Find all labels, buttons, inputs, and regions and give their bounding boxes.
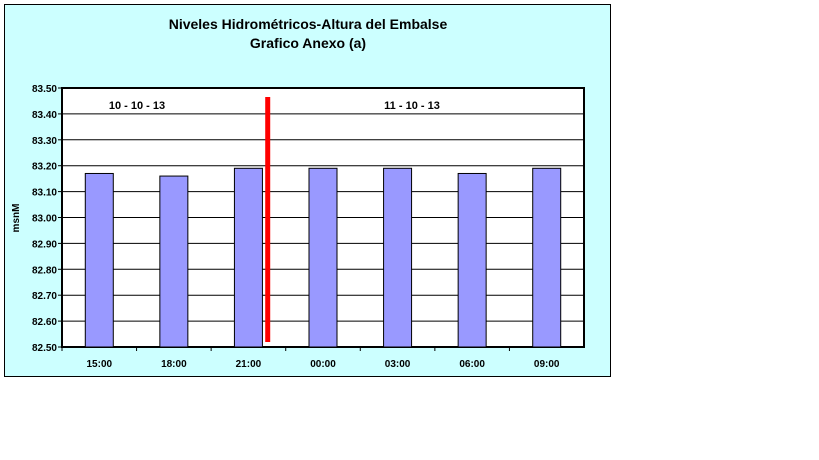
y-axis-label: msnM	[11, 204, 22, 233]
x-tick-label: 09:00	[534, 359, 560, 370]
x-tick-label: 18:00	[161, 359, 187, 370]
y-tick-label: 82.70	[32, 291, 57, 302]
y-tick-label: 82.60	[32, 317, 57, 328]
bar	[457, 172, 487, 348]
y-tick-label: 83.00	[32, 214, 57, 225]
y-tick-label: 82.80	[32, 265, 57, 276]
y-tick-label: 82.90	[32, 239, 57, 250]
y-tick-label: 83.20	[32, 162, 57, 173]
date-label-2: 11 - 10 - 13	[384, 100, 440, 112]
y-tick-label: 82.50	[32, 343, 57, 354]
chart-title: Niveles Hidrométricos-Altura del Embalse	[169, 16, 448, 32]
y-tick-label: 83.50	[32, 84, 57, 95]
y-tick-label: 83.40	[32, 110, 57, 121]
bar	[532, 167, 562, 348]
bar	[233, 167, 263, 348]
y-tick-label: 83.30	[32, 136, 57, 147]
x-tick-label: 15:00	[86, 359, 112, 370]
bar	[308, 167, 338, 348]
y-tick-label: 83.10	[32, 188, 57, 199]
chart-subtitle: Grafico Anexo (a)	[250, 35, 366, 51]
date-label-1: 10 - 10 - 13	[109, 100, 165, 112]
x-tick-label: 21:00	[236, 359, 262, 370]
bar	[159, 175, 189, 348]
bar	[383, 167, 413, 348]
x-tick-label: 03:00	[385, 359, 411, 370]
x-tick-label: 06:00	[459, 359, 485, 370]
bar	[84, 172, 114, 348]
x-tick-label: 00:00	[310, 359, 336, 370]
